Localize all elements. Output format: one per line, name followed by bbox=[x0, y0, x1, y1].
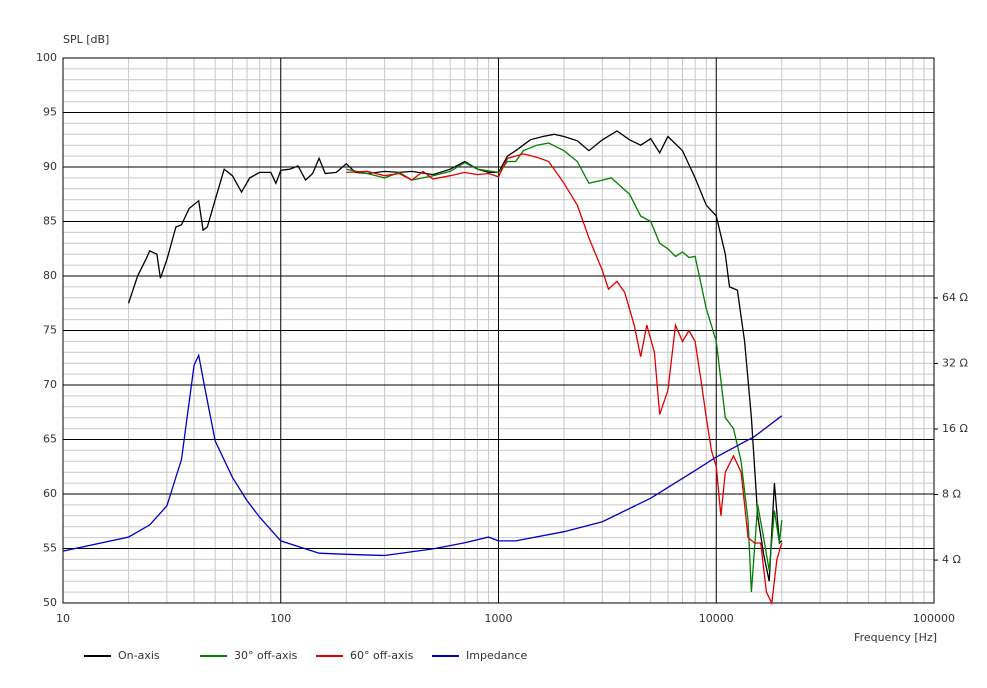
y2-tick-label: 64 Ω bbox=[942, 291, 968, 304]
legend-label: 30° off-axis bbox=[234, 649, 298, 662]
x-tick-label: 10 bbox=[56, 612, 70, 625]
x-tick-label: 10000 bbox=[699, 612, 734, 625]
y-tick-label: 75 bbox=[43, 324, 57, 337]
y-tick-label: 85 bbox=[43, 215, 57, 228]
y-tick-label: 95 bbox=[43, 106, 57, 119]
y-tick-label: 55 bbox=[43, 542, 57, 555]
legend-label: Impedance bbox=[466, 649, 527, 662]
y-tick-label: 80 bbox=[43, 269, 57, 282]
x-tick-label: 100 bbox=[270, 612, 291, 625]
x-tick-label: 100000 bbox=[913, 612, 955, 625]
y-tick-label: 70 bbox=[43, 378, 57, 391]
y-tick-label: 65 bbox=[43, 433, 57, 446]
y-tick-label: 90 bbox=[43, 160, 57, 173]
y2-tick-label: 16 Ω bbox=[942, 422, 968, 435]
series-line bbox=[127, 130, 783, 582]
x-axis-title: Frequency [Hz] bbox=[854, 631, 937, 644]
series-line bbox=[346, 142, 783, 593]
y-tick-label: 60 bbox=[43, 487, 57, 500]
plot-frame bbox=[62, 57, 935, 604]
y-axis-title: SPL [dB] bbox=[63, 33, 109, 46]
y2-tick-label: 8 Ω bbox=[942, 488, 961, 501]
x-tick-label: 1000 bbox=[485, 612, 513, 625]
y-tick-label: 50 bbox=[43, 596, 57, 609]
series-line bbox=[62, 353, 783, 557]
y-tick-label: 100 bbox=[36, 51, 57, 64]
y2-tick-label: 4 Ω bbox=[942, 553, 961, 566]
legend-label: 60° off-axis bbox=[350, 649, 414, 662]
series-line bbox=[346, 153, 783, 606]
y2-tick-label: 32 Ω bbox=[942, 356, 968, 369]
legend-label: On-axis bbox=[118, 649, 160, 662]
